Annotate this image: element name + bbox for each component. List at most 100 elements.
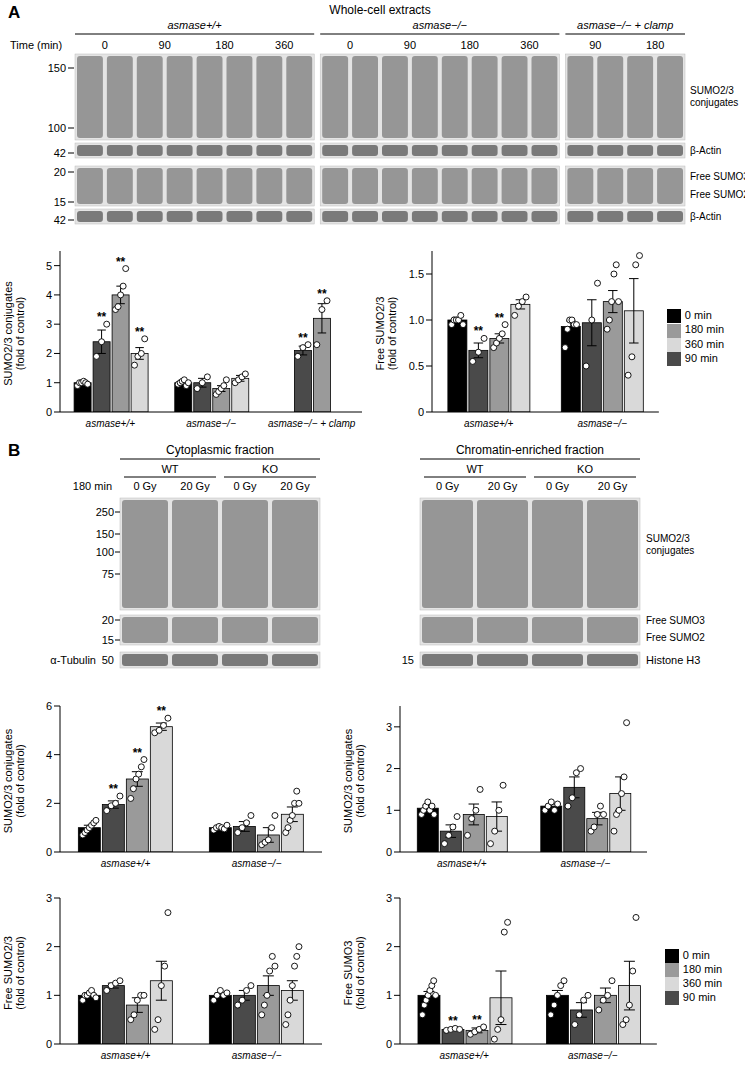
svg-text:150: 150 [48,62,66,74]
svg-text:Chromatin-enriched fraction: Chromatin-enriched fraction [456,443,604,457]
svg-text:Free SUMO2: Free SUMO2 [646,632,705,643]
svg-text:**: ** [133,746,143,760]
svg-text:asmase+/+: asmase+/+ [167,19,222,31]
svg-text:0: 0 [46,1038,52,1050]
svg-text:1: 1 [386,804,392,816]
svg-text:Free SUMO3: Free SUMO3 [646,615,705,626]
svg-text:2: 2 [46,941,52,953]
svg-text:0: 0 [46,406,52,418]
svg-text:(fold of control): (fold of control) [14,744,26,817]
svg-text:0: 0 [46,846,52,858]
svg-text:50: 50 [102,654,114,666]
svg-text:0 Gy: 0 Gy [133,480,157,492]
svg-text:1: 1 [46,989,52,1001]
svg-text:20 Gy: 20 Gy [598,480,628,492]
svg-text:180: 180 [646,39,664,51]
svg-text:42: 42 [54,147,66,159]
svg-text:250: 250 [96,506,114,518]
svg-text:2: 2 [386,762,392,774]
svg-text:42: 42 [54,214,66,226]
svg-text:Free SUMO2/3: Free SUMO2/3 [374,297,386,371]
svg-text:20: 20 [102,614,114,626]
svg-text:1.0: 1.0 [409,314,424,326]
svg-text:**: ** [298,331,308,345]
svg-text:conjugates: conjugates [690,97,738,108]
svg-text:β-Actin: β-Actin [690,211,721,222]
svg-text:3: 3 [386,892,392,904]
svg-text:180: 180 [215,39,233,51]
svg-text:Whole-cell extracts: Whole-cell extracts [329,3,430,17]
svg-text:Free SUMO3: Free SUMO3 [690,171,745,182]
svg-text:SUMO2/3: SUMO2/3 [690,85,734,96]
svg-text:B: B [8,441,20,460]
svg-text:0 Gy: 0 Gy [436,480,460,492]
svg-text:2: 2 [46,347,52,359]
svg-text:asmase+/+: asmase+/+ [439,1050,489,1061]
svg-text:asmase−/−: asmase−/− [232,858,282,869]
svg-text:2: 2 [46,797,52,809]
svg-text:(fold of control): (fold of control) [386,297,398,370]
svg-text:20 Gy: 20 Gy [280,480,310,492]
svg-text:(fold of control): (fold of control) [354,936,366,1009]
svg-text:5: 5 [46,260,52,272]
svg-text:**: ** [448,1014,458,1028]
svg-text:asmase−/−: asmase−/− [577,418,627,429]
svg-text:SUMO2/3 conjugates: SUMO2/3 conjugates [342,728,354,833]
svg-text:360: 360 [520,39,538,51]
svg-text:(fold of control): (fold of control) [14,936,26,1009]
svg-text:KO: KO [262,463,278,475]
svg-text:4: 4 [46,749,52,761]
svg-text:360: 360 [275,39,293,51]
svg-text:SUMO2/3 conjugates: SUMO2/3 conjugates [2,281,14,386]
svg-text:20 Gy: 20 Gy [488,480,518,492]
svg-text:0: 0 [386,846,392,858]
svg-text:4: 4 [46,289,52,301]
svg-text:**: ** [135,325,145,339]
svg-text:3: 3 [46,892,52,904]
svg-text:asmase−/−: asmase−/− [232,1050,282,1061]
svg-text:0: 0 [347,39,353,51]
svg-text:1: 1 [386,989,392,1001]
svg-text:asmase−/−: asmase−/− [413,19,468,31]
svg-text:75: 75 [102,568,114,580]
svg-text:15: 15 [402,654,414,666]
svg-text:SUMO2/3: SUMO2/3 [646,533,690,544]
svg-text:**: ** [116,255,126,269]
svg-text:asmase−/− + clamp: asmase−/− + clamp [268,418,356,429]
svg-text:0.5: 0.5 [409,360,424,372]
svg-text:conjugates: conjugates [646,545,694,556]
svg-text:asmase+/+: asmase+/+ [101,858,151,869]
svg-text:Histone H3: Histone H3 [646,654,700,666]
svg-text:**: ** [157,706,167,718]
svg-text:Free SUMO2/3: Free SUMO2/3 [2,936,14,1010]
svg-text:1.5: 1.5 [409,268,424,280]
svg-text:0: 0 [102,39,108,51]
svg-text:3: 3 [386,721,392,733]
svg-text:asmase−/−: asmase−/− [561,858,611,869]
svg-text:WT: WT [161,463,178,475]
svg-text:asmase−/− + clamp: asmase−/− + clamp [577,19,673,31]
svg-text:**: ** [97,310,107,324]
svg-text:0 Gy: 0 Gy [233,480,257,492]
svg-text:asmase−/−: asmase−/− [568,1050,618,1061]
svg-text:20 Gy: 20 Gy [180,480,210,492]
svg-text:Free SUMO3: Free SUMO3 [342,941,354,1006]
svg-text:0: 0 [386,1038,392,1050]
svg-text:180: 180 [461,39,479,51]
svg-text:**: ** [474,324,484,338]
svg-text:(fold of control): (fold of control) [354,744,366,817]
svg-text:3: 3 [46,318,52,330]
svg-text:**: ** [317,287,327,301]
svg-text:20: 20 [54,166,66,178]
svg-text:180 min: 180 min [73,480,112,492]
svg-text:150: 150 [96,528,114,540]
svg-text:Time (min): Time (min) [10,39,62,51]
svg-text:100: 100 [96,546,114,558]
svg-text:**: ** [495,311,505,325]
svg-text:90: 90 [589,39,601,51]
svg-text:Free SUMO2: Free SUMO2 [690,189,745,200]
svg-text:**: ** [472,1013,482,1027]
svg-text:90: 90 [404,39,416,51]
svg-text:6: 6 [46,700,52,712]
svg-text:(fold of control): (fold of control) [14,297,26,370]
